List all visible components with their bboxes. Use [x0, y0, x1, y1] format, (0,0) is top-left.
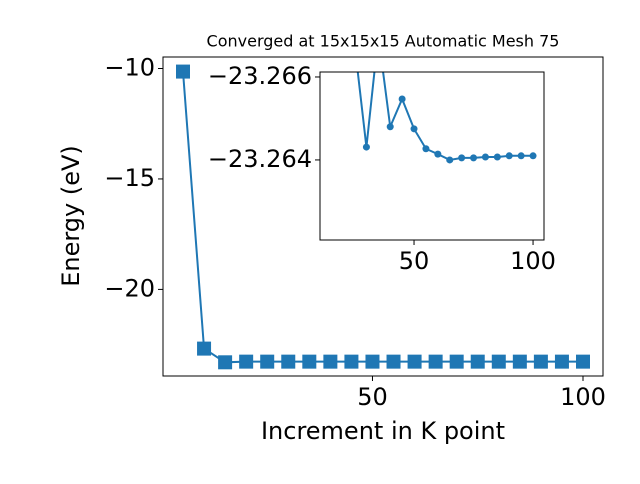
- marker: [176, 64, 190, 79]
- marker: [344, 354, 359, 369]
- marker: [365, 354, 380, 369]
- x-tick-label: 50: [357, 383, 388, 411]
- marker: [323, 354, 338, 369]
- marker: [512, 354, 527, 369]
- marker: [386, 354, 401, 369]
- x-axis-label: Increment in K point: [261, 417, 505, 445]
- marker: [407, 354, 422, 369]
- marker: [197, 341, 212, 356]
- marker: [491, 354, 506, 369]
- marker: [302, 354, 317, 369]
- marker: [517, 152, 525, 160]
- y-tick-label: −23.264: [208, 145, 312, 173]
- marker: [239, 354, 254, 369]
- marker: [481, 153, 489, 161]
- marker: [533, 354, 548, 369]
- marker: [449, 354, 464, 369]
- y-tick-label: −15: [104, 164, 155, 192]
- marker: [576, 354, 590, 369]
- marker: [458, 154, 466, 162]
- marker: [422, 145, 430, 153]
- marker: [446, 156, 454, 164]
- plot-area: [176, 64, 590, 370]
- series-line: [356, 72, 534, 161]
- x-tick-label: 100: [560, 383, 606, 411]
- chart-title: Converged at 15x15x15 Automatic Mesh 75: [207, 32, 560, 51]
- marker: [260, 354, 275, 369]
- marker: [281, 354, 296, 369]
- marker: [428, 354, 443, 369]
- marker: [470, 154, 478, 162]
- marker: [505, 152, 513, 160]
- marker: [529, 152, 537, 160]
- y-tick-label: −23.266: [208, 62, 312, 90]
- marker: [554, 354, 569, 369]
- marker: [386, 123, 394, 131]
- x-tick-label: 50: [399, 247, 430, 275]
- axes-frame: [162, 56, 604, 377]
- axes-frame: [319, 71, 545, 241]
- marker: [470, 354, 485, 369]
- marker: [362, 143, 370, 151]
- marker: [398, 95, 406, 103]
- marker: [434, 150, 442, 158]
- y-tick-label: −10: [104, 53, 155, 81]
- plot-area: [356, 72, 537, 164]
- y-axis-label: Energy (eV): [57, 145, 85, 287]
- marker: [410, 125, 418, 133]
- marker: [218, 355, 233, 370]
- x-tick-label: 100: [510, 247, 556, 275]
- y-tick-label: −20: [104, 274, 155, 302]
- marker: [493, 153, 501, 161]
